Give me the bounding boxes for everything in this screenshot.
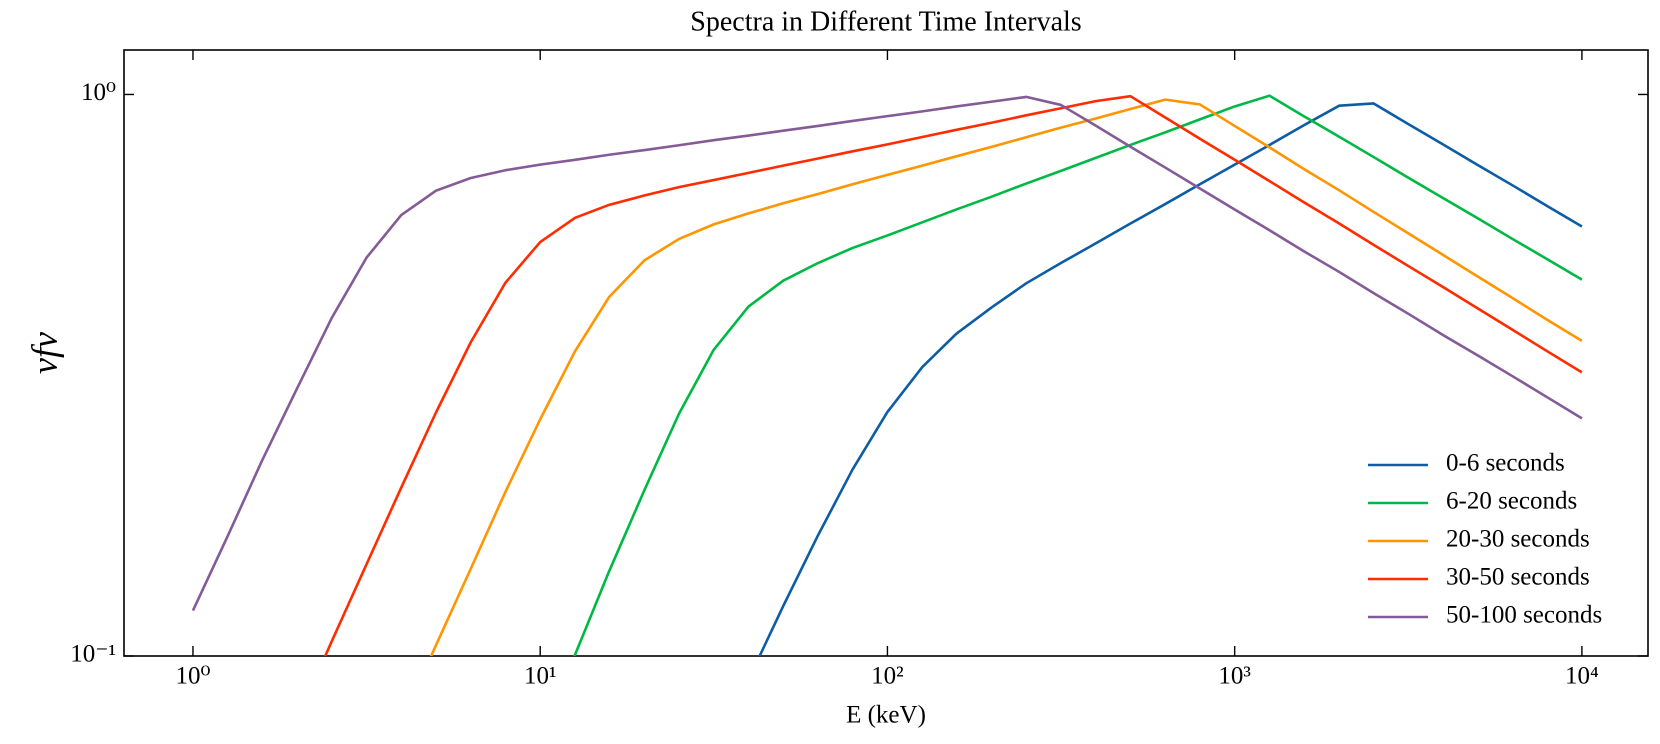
legend-label: 0-6 seconds: [1446, 450, 1565, 477]
x-tick-label: 10⁴: [1565, 663, 1599, 690]
legend-label: 50-100 seconds: [1446, 602, 1602, 629]
series-line: [429, 98, 1583, 656]
y-tick-label: 10⁰: [81, 79, 116, 106]
plot-area: [191, 94, 1583, 656]
y-tick-label: 10⁻¹: [70, 641, 116, 668]
y-axis-label: νfν: [24, 332, 64, 374]
chart-title: Spectra in Different Time Intervals: [690, 6, 1081, 37]
series-line: [323, 94, 1583, 656]
legend-label: 20-30 seconds: [1446, 526, 1590, 553]
legend-label: 6-20 seconds: [1446, 488, 1577, 515]
legend-label: 30-50 seconds: [1446, 564, 1590, 591]
x-tick-label: 10⁰: [175, 663, 210, 690]
x-axis-label: E (keV): [846, 702, 926, 729]
x-tick-label: 10¹: [524, 663, 557, 690]
x-tick-label: 10³: [1218, 663, 1251, 690]
series-line: [573, 94, 1583, 656]
plot-frame: [123, 49, 1649, 657]
x-tick-label: 10²: [871, 663, 904, 690]
series-line: [758, 102, 1583, 656]
series-line: [191, 95, 1583, 612]
